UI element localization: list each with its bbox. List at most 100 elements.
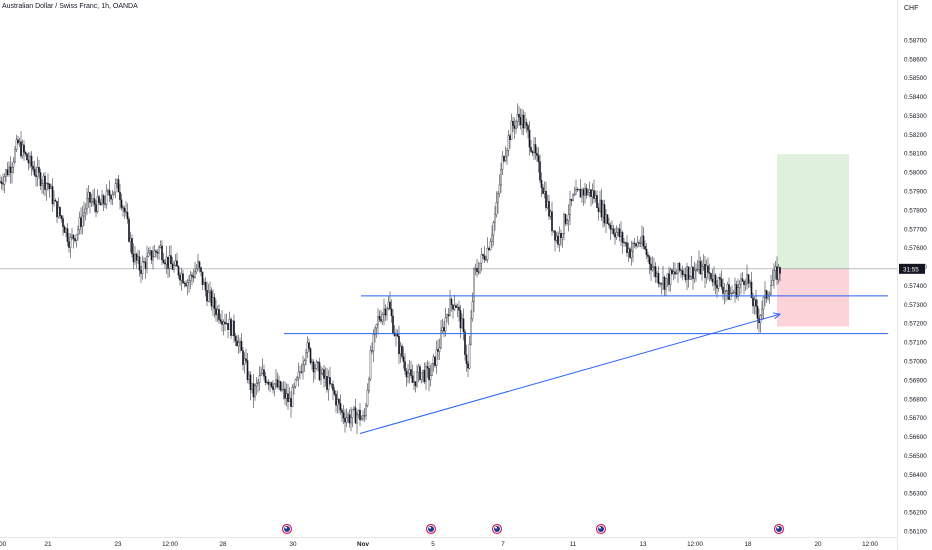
candle-body — [218, 309, 220, 320]
candle-body — [188, 280, 190, 283]
candle-body — [536, 152, 538, 156]
candle-body — [726, 284, 729, 291]
candle-body — [579, 189, 582, 198]
candle-body — [173, 264, 175, 270]
candle-body — [744, 282, 747, 286]
candle-body — [776, 266, 778, 280]
candle-body — [735, 284, 738, 297]
candle-body — [482, 254, 484, 256]
candle-body — [425, 366, 427, 382]
candle-body — [420, 372, 423, 380]
candle-body — [140, 270, 142, 274]
candle-body — [360, 418, 363, 421]
candle-body — [546, 201, 549, 208]
candle-body — [464, 331, 466, 355]
event-markers[interactable] — [281, 523, 785, 535]
candle-body — [575, 189, 577, 195]
candle-body — [590, 189, 592, 197]
profit-zone[interactable] — [777, 154, 849, 269]
candle-body — [309, 348, 312, 364]
candle-body — [341, 409, 343, 413]
price-tick-label: 0.58700 — [904, 37, 927, 44]
candle-body — [729, 293, 732, 300]
candle-body — [177, 266, 180, 276]
candle-body — [491, 234, 493, 242]
price-tag-box — [899, 263, 925, 274]
candle-body — [258, 375, 261, 383]
candle-body — [587, 192, 589, 196]
candle-body — [189, 274, 192, 282]
candle-body — [459, 310, 462, 329]
candle-body — [296, 377, 298, 381]
candle-body — [600, 199, 603, 218]
candle-body — [251, 383, 253, 390]
candle-body — [234, 335, 237, 341]
candle-body — [650, 263, 652, 271]
stop-loss-zone[interactable] — [777, 268, 849, 327]
candle-body — [609, 225, 612, 230]
candle-body — [428, 368, 430, 381]
currency-label[interactable]: CHF — [904, 5, 919, 12]
candle-body — [119, 191, 121, 200]
candle-body — [89, 192, 91, 203]
candle-body — [213, 297, 216, 309]
candle-body — [539, 161, 541, 181]
candle-body — [362, 415, 364, 419]
candle-body — [260, 373, 262, 376]
candle-body — [180, 273, 183, 281]
candle-body — [320, 373, 322, 381]
candle-body — [288, 398, 291, 402]
candle-body — [503, 156, 505, 162]
time-tick-label: 8:00 — [0, 541, 7, 548]
candle-body — [723, 291, 726, 294]
candle-body — [24, 152, 27, 155]
candle-body — [105, 190, 108, 205]
price-tick-label: 0.57600 — [904, 245, 927, 252]
price-axis[interactable]: 0.58700 0.58600 0.58500 0.58400 0.58300 0.582… — [904, 37, 927, 535]
candle-body — [489, 241, 492, 251]
candle-body — [57, 206, 60, 218]
candle-body — [638, 242, 640, 244]
candle-body — [228, 318, 231, 330]
time-tick-label: 30 — [289, 541, 297, 548]
candle-body — [294, 379, 297, 387]
candle-body — [708, 272, 711, 274]
time-axis[interactable]: 8:00 21 23 12:00 28 30 Nov 5 7 11 13 12:00 18 20 12:00 — [0, 541, 878, 548]
horizontal-levels[interactable] — [284, 295, 888, 335]
candle-body — [93, 198, 96, 205]
candle-body — [147, 252, 150, 257]
candle-body — [386, 308, 388, 316]
candle-body — [323, 369, 325, 379]
candle-body — [126, 212, 129, 220]
candles — [0, 103, 781, 435]
candle-body — [141, 261, 144, 274]
candle-body — [501, 156, 504, 170]
candle-body — [281, 389, 283, 391]
candle-body — [734, 284, 736, 293]
economic-event-icon[interactable] — [491, 523, 503, 535]
candle-body — [506, 150, 508, 157]
candle-body — [237, 342, 240, 347]
candle-body — [740, 278, 742, 285]
economic-event-icon[interactable] — [281, 523, 293, 535]
candle-body — [773, 270, 775, 281]
economic-event-icon[interactable] — [595, 523, 607, 535]
candle-body — [0, 181, 1, 183]
economic-event-icon[interactable] — [425, 523, 437, 535]
trendline[interactable] — [359, 313, 781, 435]
candle-body — [186, 282, 189, 287]
economic-event-icon[interactable] — [773, 523, 785, 535]
candle-body — [747, 274, 750, 284]
candle-body — [92, 198, 94, 202]
candle-body — [81, 215, 84, 227]
position-zones[interactable] — [777, 154, 849, 327]
candle-body — [435, 349, 438, 367]
candle-body — [404, 361, 406, 372]
candle-body — [212, 297, 214, 307]
candle-body — [359, 409, 361, 421]
trendline-group[interactable] — [359, 312, 782, 435]
candle-body — [326, 376, 328, 390]
candle-body — [519, 117, 522, 126]
candle-body — [287, 393, 289, 402]
